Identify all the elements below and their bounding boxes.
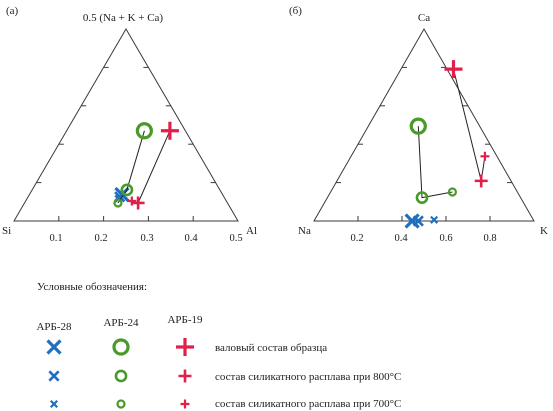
- panel-b-point-arb-19-800c: [474, 174, 488, 188]
- panel-a-tick-labels: 0.1 0.2 0.3 0.4 0.5: [49, 233, 242, 244]
- panel-a-left-vertex-label: Si: [2, 225, 11, 237]
- panel-b-label: (б): [289, 5, 302, 17]
- panel-a-point-arb-24-700c: [113, 198, 123, 208]
- legend-row-label: состав силикатного расплава при 700°С: [215, 398, 401, 410]
- panel-a-ticks: [36, 66, 216, 221]
- panel-b-left-vertex-label: Na: [298, 225, 311, 237]
- panel-a-point-arb-24-800c: [120, 183, 134, 197]
- panel-a-right-vertex-label: Al: [246, 225, 257, 237]
- legend-symbol-arb-28-bulk: [46, 339, 62, 355]
- panel-a-path-arb-19: [131, 130, 171, 204]
- panel-b-point-arb-24-700c: [447, 187, 457, 197]
- panel-b-path-arb-19: [453, 68, 486, 182]
- panel-b-point-arb-24-800c: [415, 191, 429, 204]
- panel-a-point-arb-19-bulk: [160, 121, 179, 140]
- panel-b-path-arb-24: [417, 126, 453, 199]
- panel-b-plot: [404, 60, 490, 229]
- panel-b-point-arb-24-bulk: [409, 117, 427, 135]
- panel-b-point-arb-19-700c: [480, 151, 490, 161]
- panel-b-tick-labels: 0.2 0.4 0.6 0.8: [350, 233, 496, 244]
- panel-b-ticks: [336, 66, 512, 221]
- panel-a-tick-label: 0.5: [229, 233, 242, 244]
- panel-a-top-label: 0.5 (Na + K + Ca): [83, 12, 164, 24]
- legend-row-label: валовый состав образца: [215, 342, 327, 354]
- legend: Условные обозначения: АРБ-28 АРБ-24 АРБ-…: [36, 281, 401, 410]
- panel-a-point-arb-24-bulk: [135, 122, 153, 140]
- panel-b-tick-label: 0.8: [483, 233, 496, 244]
- panel-b-point-arb-19-bulk: [444, 60, 463, 79]
- panel-b-top-label: Ca: [418, 12, 430, 24]
- legend-symbol-arb-24-800c: [114, 369, 128, 383]
- panel-a-tick-label: 0.2: [94, 233, 107, 244]
- legend-symbol-arb-19-700c: [180, 399, 190, 409]
- legend-symbol-arb-19-800c: [178, 369, 192, 383]
- panel-b-point-arb-28-bulk: [404, 213, 420, 229]
- panel-b-point-arb-28-700c: [430, 215, 439, 224]
- legend-symbol-arb-28-700c: [49, 399, 59, 409]
- legend-column-header: АРБ-24: [103, 317, 139, 329]
- panel-a-path-arb-24: [117, 130, 145, 204]
- legend-column-header: АРБ-28: [36, 321, 72, 333]
- panel-a-triangle: [13, 28, 239, 222]
- panel-a-point-arb-19-800c: [131, 196, 145, 210]
- panel-b-tick-label: 0.4: [394, 233, 408, 244]
- legend-column-header: АРБ-19: [167, 314, 203, 326]
- panel-b: (б) Ca 0.2 0.4 0.6 0.8 Na K: [289, 5, 548, 244]
- panel-b-right-vertex-label: K: [540, 225, 548, 237]
- legend-symbol-arb-24-700c: [116, 399, 126, 409]
- panel-a: (а) 0.5 (Na + K + Ca) 0.1 0.2 0.3 0.4 0.…: [2, 5, 257, 244]
- panel-b-tick-label: 0.6: [439, 233, 452, 244]
- legend-row-label: состав силикатного расплава при 800°С: [215, 371, 401, 383]
- legend-symbols: [46, 338, 194, 409]
- legend-title: Условные обозначения:: [37, 281, 147, 293]
- panel-a-point-arb-19-700c: [127, 196, 137, 206]
- legend-symbol-arb-19-bulk: [176, 338, 194, 356]
- panel-b-tick-label: 0.2: [350, 233, 363, 244]
- panel-a-label: (а): [6, 5, 19, 17]
- legend-symbol-arb-28-800c: [48, 370, 60, 382]
- panel-a-plot: [113, 121, 179, 210]
- panel-b-triangle: [313, 27, 535, 222]
- panel-b-point-arb-28-800c: [412, 215, 424, 227]
- legend-symbol-arb-24-bulk: [112, 338, 130, 356]
- panel-a-tick-label: 0.3: [140, 233, 153, 244]
- panel-a-tick-label: 0.4: [184, 233, 198, 244]
- panel-a-tick-label: 0.1: [49, 233, 62, 244]
